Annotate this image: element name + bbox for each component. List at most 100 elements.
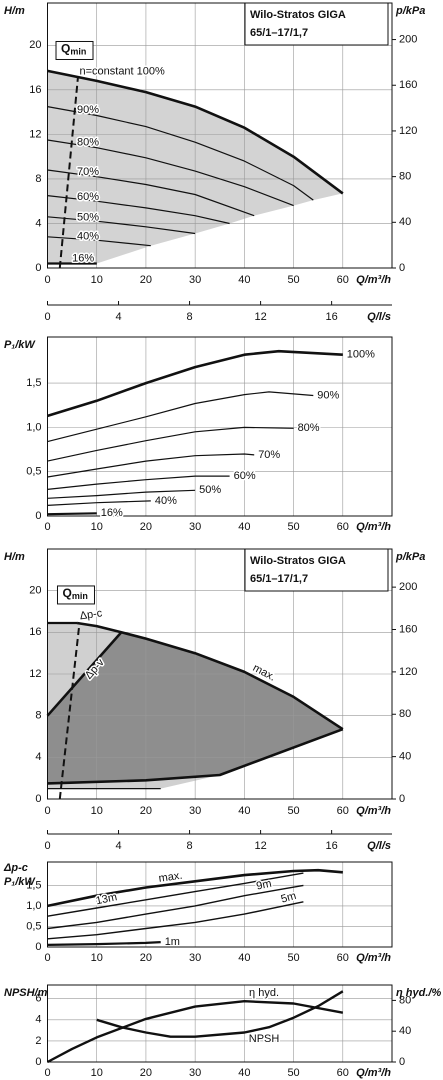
curve bbox=[47, 216, 196, 235]
x-axis-label: Q/m³/h bbox=[356, 274, 391, 286]
x-tick-label: 40 bbox=[238, 1067, 250, 1079]
x-tick-label: 10 bbox=[91, 1067, 103, 1079]
x-axis-label: Q/m³/h bbox=[356, 805, 391, 817]
qmin-line bbox=[58, 76, 80, 269]
x2-tick-label: 8 bbox=[186, 311, 192, 323]
x2-tick-label: 4 bbox=[115, 840, 121, 852]
y-tick-label: 20 bbox=[29, 585, 41, 597]
x-tick-label: 40 bbox=[238, 521, 250, 533]
y-tick-label: 6 bbox=[35, 993, 41, 1005]
curve-label: n=constant 100% bbox=[79, 65, 165, 77]
x2-axis-label: Q/l/s bbox=[367, 840, 391, 852]
x-tick-label: 50 bbox=[287, 805, 299, 817]
curve-label: 50% bbox=[77, 211, 99, 223]
y-axis-label: P₁/kW bbox=[4, 339, 36, 351]
x2-tick-label: 12 bbox=[254, 840, 266, 852]
plot-border bbox=[47, 861, 393, 948]
y2-tick-label: 160 bbox=[399, 79, 417, 91]
qmin-main: Q bbox=[61, 42, 70, 56]
y-tick-label: 0 bbox=[35, 941, 41, 953]
x-tick-label: 30 bbox=[189, 805, 201, 817]
curve bbox=[47, 391, 314, 443]
y-tick-label: 12 bbox=[29, 128, 41, 140]
x-tick-label: 60 bbox=[337, 805, 349, 817]
curve bbox=[47, 901, 304, 940]
x-tick-label: 10 bbox=[91, 521, 103, 533]
curve bbox=[47, 868, 343, 908]
curve-label: NPSH bbox=[249, 1033, 280, 1045]
x-axis-label: Q/m³/h bbox=[356, 521, 391, 533]
y-tick-label: 0 bbox=[35, 793, 41, 805]
curve bbox=[47, 475, 230, 490]
y-tick-label: 20 bbox=[29, 39, 41, 51]
plot-border bbox=[47, 984, 393, 1063]
x-tick-label: 0 bbox=[44, 952, 50, 964]
curve bbox=[47, 139, 294, 207]
x-tick-label: 0 bbox=[44, 1067, 50, 1079]
curve-label: 5m bbox=[280, 890, 298, 906]
curve bbox=[47, 106, 314, 201]
chart-subtitle: 65/1–17/1,7 bbox=[250, 27, 308, 39]
x2-tick-label: 8 bbox=[186, 840, 192, 852]
y2-tick-label: 200 bbox=[399, 33, 417, 45]
curve-label: 100% bbox=[347, 349, 375, 361]
curve bbox=[47, 941, 161, 946]
curve-label: 60% bbox=[77, 191, 99, 203]
x-tick-label: 30 bbox=[189, 952, 201, 964]
curve bbox=[76, 621, 344, 731]
x2-tick-label: 0 bbox=[44, 840, 50, 852]
title-box bbox=[244, 548, 389, 592]
qmin-sub: min bbox=[70, 47, 86, 57]
y-tick-label: 1,5 bbox=[26, 377, 41, 389]
x-tick-label: 50 bbox=[287, 274, 299, 286]
x-tick-label: 20 bbox=[140, 274, 152, 286]
x-tick-label: 40 bbox=[238, 952, 250, 964]
curve-label: 9m bbox=[255, 878, 272, 893]
x2-tick-label: 16 bbox=[325, 311, 337, 323]
curve bbox=[47, 512, 97, 516]
curve-label: 40% bbox=[155, 495, 177, 507]
y2-tick-label: 80 bbox=[399, 171, 411, 183]
curve-label: 60% bbox=[234, 470, 256, 482]
y-tick-label: 1,0 bbox=[26, 421, 41, 433]
x-axis-label: Q/m³/h bbox=[356, 1067, 391, 1079]
x-tick-label: 60 bbox=[337, 952, 349, 964]
curve bbox=[47, 169, 255, 217]
y-tick-label: 8 bbox=[35, 710, 41, 722]
x2-tick-label: 4 bbox=[115, 311, 121, 323]
area-fill bbox=[47, 622, 122, 716]
x-tick-label: 50 bbox=[287, 1067, 299, 1079]
y-tick-label: 12 bbox=[29, 668, 41, 680]
curve bbox=[46, 1000, 344, 1064]
x-tick-label: 10 bbox=[91, 805, 103, 817]
y-tick-label: 16 bbox=[29, 626, 41, 638]
x-tick-label: 40 bbox=[238, 274, 250, 286]
x-tick-label: 10 bbox=[91, 952, 103, 964]
x-tick-label: 60 bbox=[337, 521, 349, 533]
x-tick-label: 50 bbox=[287, 952, 299, 964]
curve-label: 80% bbox=[77, 137, 99, 149]
curve bbox=[47, 872, 304, 917]
curve bbox=[47, 426, 294, 462]
qmin-label: Qmin bbox=[62, 586, 87, 601]
y2-tick-label: 0 bbox=[399, 1056, 405, 1068]
chart-panel: 0 10 20 30 40 50 60 0 0,5 1,0 1,5 100% 90% 80% 70%60% 5… bbox=[4, 336, 393, 533]
curve bbox=[96, 990, 344, 1038]
x-tick-label: 10 bbox=[91, 274, 103, 286]
y-tick-label: 0,5 bbox=[26, 466, 41, 478]
y-tick-label: 4 bbox=[35, 751, 41, 763]
curve-label: max. bbox=[158, 870, 183, 885]
curve bbox=[47, 884, 304, 930]
y2-tick-label: 80 bbox=[399, 708, 411, 720]
curve bbox=[47, 195, 230, 225]
plot-frame bbox=[47, 862, 392, 947]
curve bbox=[47, 500, 151, 506]
qmin-label: Qmin bbox=[61, 42, 86, 57]
chart-title: Wilo-Stratos GIGA bbox=[250, 555, 346, 567]
qmin-main: Q bbox=[62, 586, 71, 600]
x2-tick-label: 12 bbox=[254, 311, 266, 323]
plot-frame bbox=[47, 985, 392, 1062]
y-axis-label: H/m bbox=[4, 551, 25, 563]
